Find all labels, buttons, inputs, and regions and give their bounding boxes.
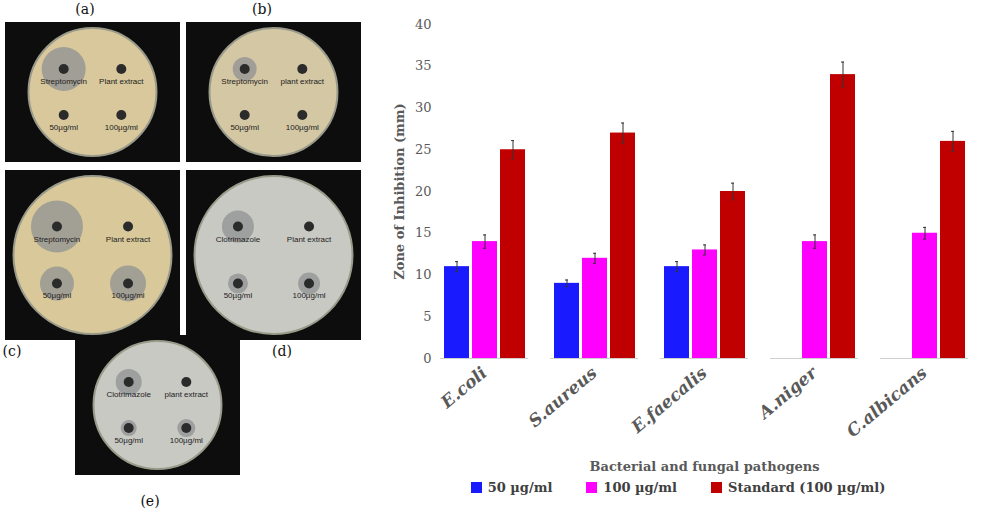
svg-text:A.niger: A.niger xyxy=(753,362,821,424)
svg-text:25: 25 xyxy=(415,142,432,157)
svg-text:(d): (d) xyxy=(272,343,292,359)
svg-text:Plant extract: Plant extract xyxy=(99,77,144,86)
svg-text:Zone of Inhibition (mm): Zone of Inhibition (mm) xyxy=(392,103,407,280)
svg-text:Clotrimazole: Clotrimazole xyxy=(106,390,151,399)
svg-text:Streptomycin: Streptomycin xyxy=(34,235,81,244)
svg-text:10: 10 xyxy=(415,267,432,282)
svg-text:30: 30 xyxy=(415,100,432,115)
html-text:50 µg/ml: 50 µg/ml xyxy=(487,480,553,495)
svg-text:Plant extract: Plant extract xyxy=(287,235,332,244)
svg-text:E.faecalis: E.faecalis xyxy=(627,362,711,437)
svg-text:35: 35 xyxy=(415,58,432,73)
svg-text:20: 20 xyxy=(415,184,432,199)
svg-text:100µg/ml: 100µg/ml xyxy=(112,291,145,300)
svg-text:Streptomycin: Streptomycin xyxy=(40,77,87,86)
svg-text:40: 40 xyxy=(415,17,432,32)
svg-text:50µg/ml: 50µg/ml xyxy=(114,436,143,445)
svg-text:E.coli: E.coli xyxy=(436,362,491,412)
svg-text:Clotrimazole: Clotrimazole xyxy=(216,235,261,244)
html-text:Standard (100 µg/ml): Standard (100 µg/ml) xyxy=(728,480,886,495)
svg-text:plant extract: plant extract xyxy=(281,77,325,86)
svg-text:50µg/ml: 50µg/ml xyxy=(43,291,72,300)
svg-text:(a): (a) xyxy=(75,1,94,17)
svg-text:Plant extract: Plant extract xyxy=(106,235,151,244)
svg-text:(b): (b) xyxy=(252,1,272,17)
svg-text:S.aureus: S.aureus xyxy=(524,362,601,431)
svg-text:15: 15 xyxy=(415,225,432,240)
svg-text:Bacterial and fungal pathogens: Bacterial and fungal pathogens xyxy=(589,459,819,474)
svg-text:100µg/ml: 100µg/ml xyxy=(286,123,319,132)
svg-text:plant extract: plant extract xyxy=(165,390,209,399)
svg-text:50µg/ml: 50µg/ml xyxy=(224,291,253,300)
svg-text:50µg/ml: 50µg/ml xyxy=(49,123,78,132)
svg-text:Streptomycin: Streptomycin xyxy=(221,77,268,86)
svg-text:(e): (e) xyxy=(140,493,159,509)
svg-text:100µg/ml: 100µg/ml xyxy=(170,436,203,445)
svg-text:C.albicans: C.albicans xyxy=(842,362,930,441)
svg-text:100µg/ml: 100µg/ml xyxy=(105,123,138,132)
svg-text:100µg/ml: 100µg/ml xyxy=(293,291,326,300)
html-text:100 µg/ml: 100 µg/ml xyxy=(603,480,678,495)
svg-text:5: 5 xyxy=(423,309,431,324)
svg-text:(c): (c) xyxy=(3,343,22,359)
svg-text:0: 0 xyxy=(423,351,431,366)
svg-text:50µg/ml: 50µg/ml xyxy=(230,123,259,132)
